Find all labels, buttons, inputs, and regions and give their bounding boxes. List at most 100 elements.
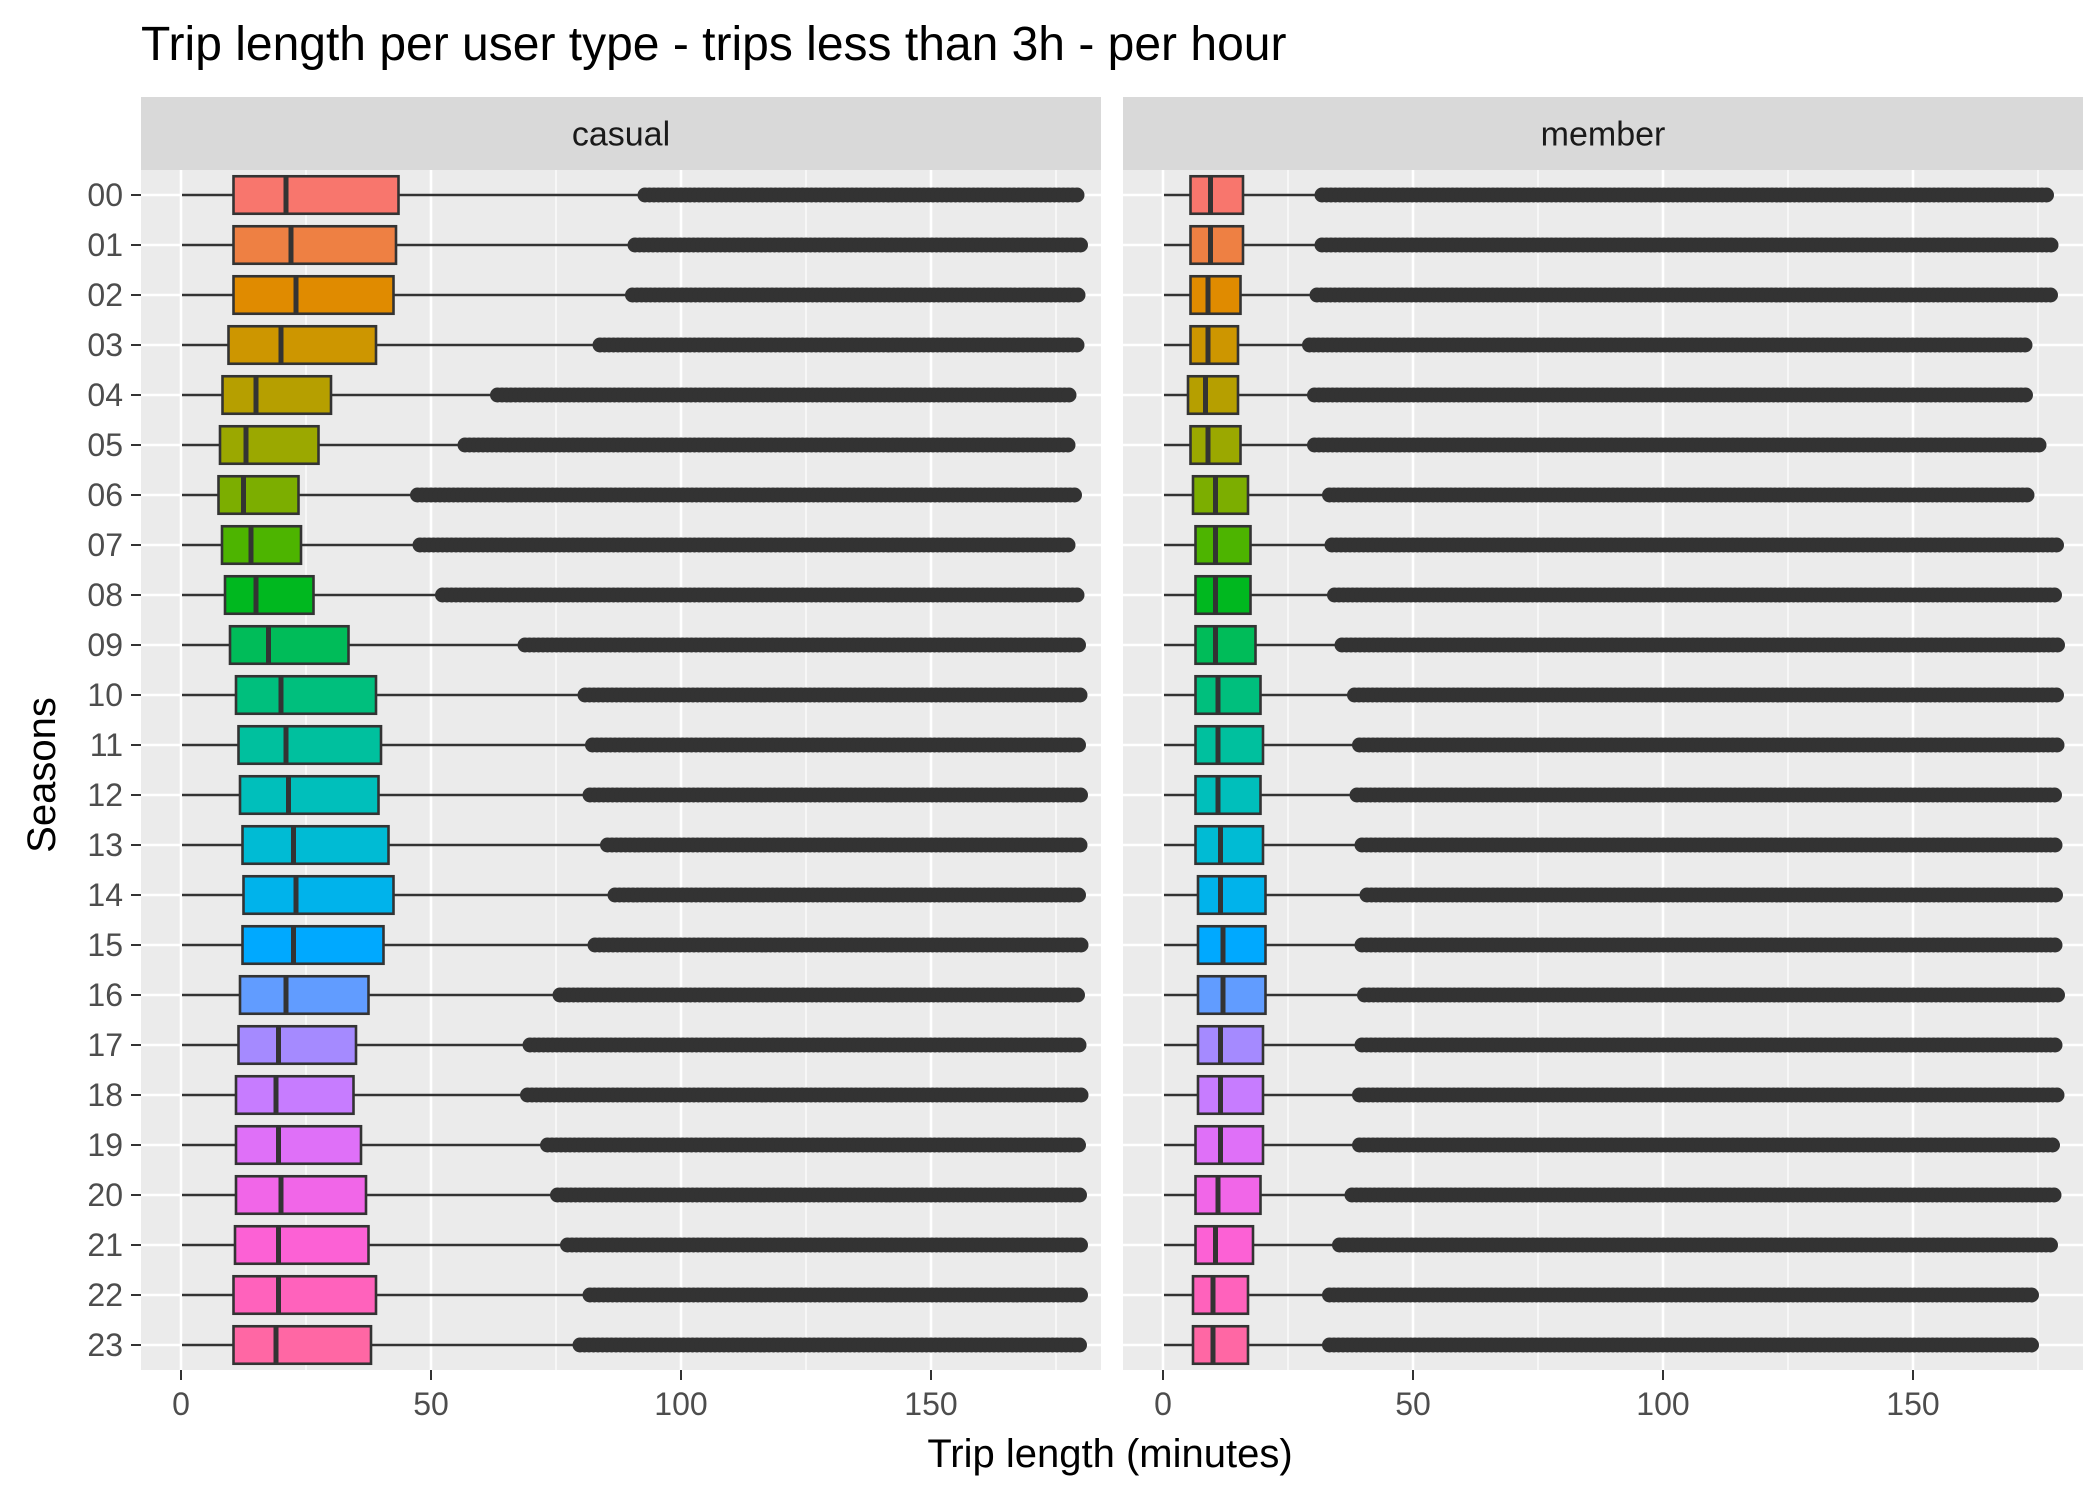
y-tick-label: 16 xyxy=(87,977,123,1013)
facet-strip xyxy=(141,97,1101,170)
box-rect xyxy=(232,174,400,216)
box-rect xyxy=(1194,524,1252,566)
y-tick-label: 22 xyxy=(87,1277,123,1313)
y-tick-label: 17 xyxy=(87,1027,123,1063)
y-tick-label: 01 xyxy=(87,227,123,263)
outlier-point xyxy=(1069,337,1085,353)
box-rect xyxy=(234,674,378,716)
y-tick-label: 07 xyxy=(87,527,123,563)
y-tick-label: 04 xyxy=(87,377,123,413)
box-casual-04 xyxy=(182,374,1077,416)
outlier-point xyxy=(1073,1287,1088,1303)
box-rect xyxy=(220,524,303,566)
y-tick-label: 19 xyxy=(87,1127,123,1163)
outlier-point xyxy=(1071,1037,1087,1053)
outlier-point xyxy=(2031,437,2047,453)
facet-strip-label: member xyxy=(1541,116,1666,154)
outlier-point xyxy=(2049,687,2064,703)
box-casual-05 xyxy=(182,424,1076,466)
y-tick-label: 13 xyxy=(87,827,123,863)
box-rect xyxy=(242,874,395,916)
box-rect xyxy=(232,274,395,316)
y-tick-label: 20 xyxy=(87,1177,123,1213)
outlier-point xyxy=(1073,1237,1088,1253)
outlier-point xyxy=(1073,787,1088,803)
box-rect xyxy=(1189,274,1242,316)
outlier-point xyxy=(1072,1187,1087,1203)
outlier-point xyxy=(2047,587,2062,603)
box-rect xyxy=(237,1024,358,1066)
box-rect xyxy=(232,1324,373,1366)
outlier-point xyxy=(1071,737,1086,753)
box-rect xyxy=(1194,674,1262,716)
y-tick-label: 11 xyxy=(90,727,123,763)
outlier-point xyxy=(2019,487,2035,503)
outlier-point xyxy=(2043,237,2059,253)
outlier-point xyxy=(1073,1087,1089,1103)
outlier-point xyxy=(2017,337,2033,353)
panel-background xyxy=(141,170,1101,1370)
box-rect xyxy=(221,374,333,416)
y-tick-label: 02 xyxy=(87,277,123,313)
box-casual-01 xyxy=(182,224,1088,266)
outlier-point xyxy=(1070,987,1085,1003)
y-tick-label: 14 xyxy=(87,877,123,913)
outlier-point xyxy=(1072,687,1088,703)
outlier-point xyxy=(1061,387,1077,403)
outlier-point xyxy=(2039,187,2054,203)
facet-strip-label: casual xyxy=(572,116,670,154)
box-rect xyxy=(1189,174,1245,216)
box-rect xyxy=(238,974,370,1016)
outlier-point xyxy=(1072,837,1088,853)
y-tick-label: 21 xyxy=(87,1227,123,1263)
box-rect xyxy=(223,574,315,616)
box-rect xyxy=(217,474,300,516)
y-tick-label: 12 xyxy=(87,777,123,813)
box-rect xyxy=(1189,324,1240,366)
box-rect xyxy=(1191,474,1250,516)
outlier-point xyxy=(1060,537,1076,553)
box-casual-09 xyxy=(182,624,1086,666)
box-casual-07 xyxy=(182,524,1076,566)
outlier-point xyxy=(1073,237,1088,253)
outlier-point xyxy=(2018,387,2033,403)
box-rect xyxy=(228,624,350,666)
box-rect xyxy=(1194,574,1252,616)
x-tick-label: 0 xyxy=(172,1386,190,1422)
outlier-point xyxy=(2043,287,2058,303)
outlier-point xyxy=(1060,437,1076,453)
outlier-point xyxy=(1072,1337,1087,1353)
outlier-point xyxy=(1071,637,1086,653)
box-rect xyxy=(241,824,390,866)
x-tick-label: 150 xyxy=(904,1386,957,1422)
outlier-point xyxy=(1070,287,1086,303)
box-rect xyxy=(241,924,385,966)
y-tick-label: 08 xyxy=(87,577,123,613)
y-tick-label: 15 xyxy=(87,927,123,963)
outlier-point xyxy=(1069,187,1085,203)
box-rect xyxy=(237,724,383,766)
box-rect xyxy=(218,424,320,466)
outlier-point xyxy=(1073,937,1089,953)
box-rect xyxy=(234,1124,363,1166)
y-tick-label: 23 xyxy=(87,1327,123,1363)
box-casual-03 xyxy=(182,324,1085,366)
box-casual-06 xyxy=(182,474,1082,516)
box-rect xyxy=(234,1174,368,1216)
outlier-point xyxy=(2050,637,2065,653)
box-rect xyxy=(232,1274,378,1316)
outlier-point xyxy=(2049,537,2064,553)
y-tick-label: 18 xyxy=(87,1077,123,1113)
box-rect xyxy=(234,1074,355,1116)
box-rect xyxy=(1189,224,1245,266)
outlier-point xyxy=(1071,887,1086,903)
y-tick-label: 00 xyxy=(87,177,123,213)
y-tick-label: 06 xyxy=(87,477,123,513)
box-rect xyxy=(1186,374,1240,416)
y-tick-label: 05 xyxy=(87,427,123,463)
y-tick-label: 10 xyxy=(87,677,123,713)
